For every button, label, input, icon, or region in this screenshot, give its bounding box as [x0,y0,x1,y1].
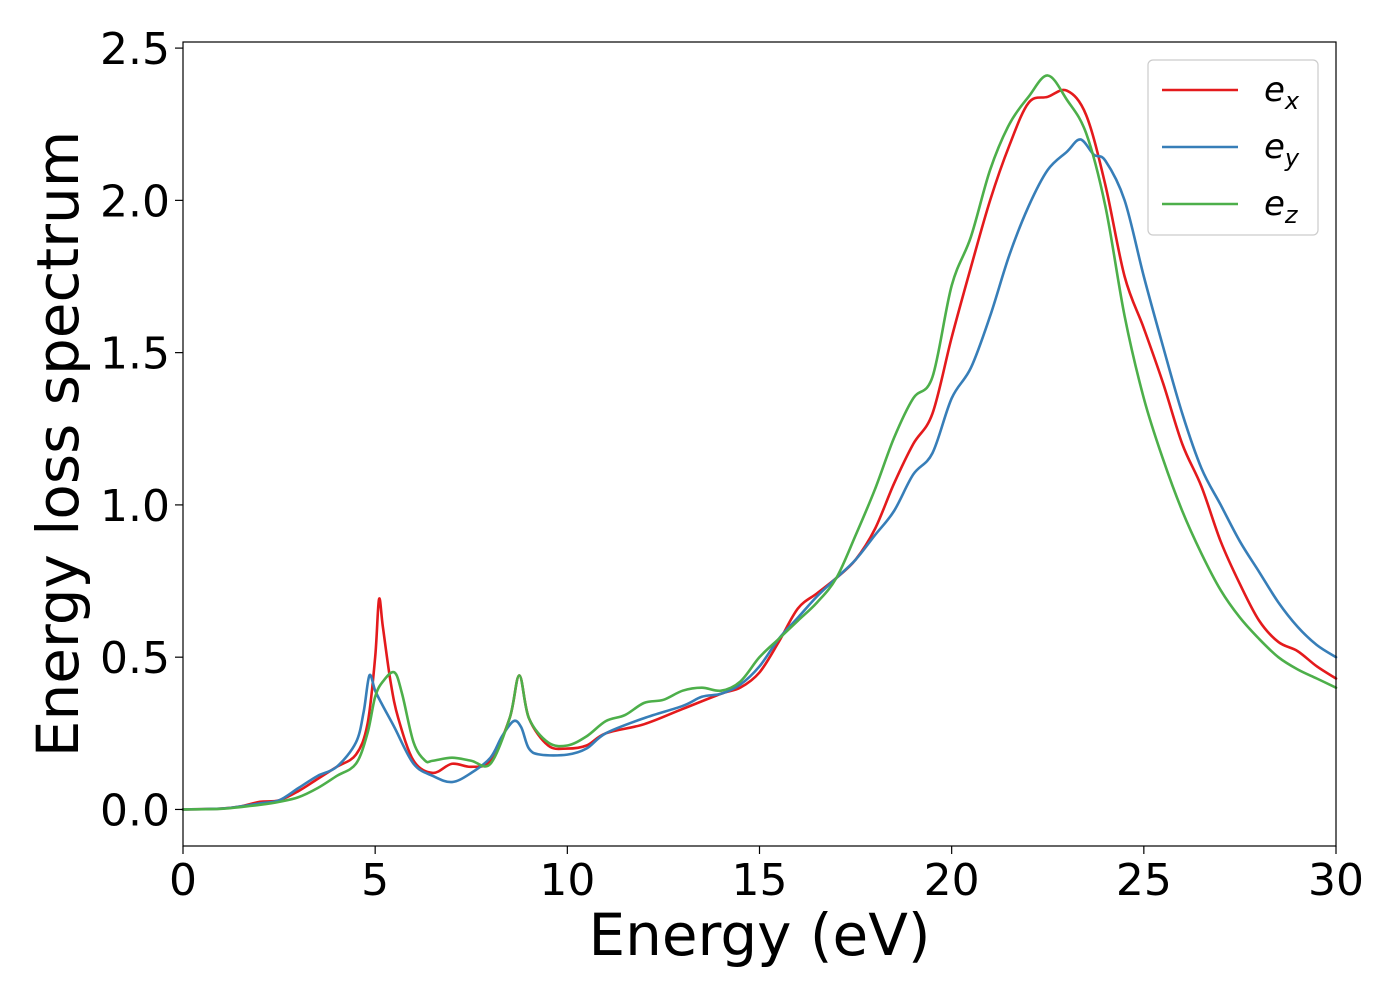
y-tick-label: 0.5 [100,633,170,684]
y-tick-label: 0.0 [100,785,170,836]
y-tick-label: 2.5 [100,24,170,75]
x-tick-label: 15 [732,855,788,906]
y-axis-title: Energy loss spectrum [24,131,92,757]
x-tick-label: 5 [361,855,389,906]
legend-label-z: ez [1264,184,1299,229]
x-tick-label: 25 [1116,855,1172,906]
x-tick-label: 30 [1308,855,1364,906]
plot-area [183,42,1336,846]
legend-label-x: ex [1264,70,1300,115]
x-tick-label: 0 [169,855,197,906]
x-axis-title: Energy (eV) [588,901,930,969]
x-tick-label: 10 [539,855,595,906]
series-lines [181,74,1338,811]
legend-label-y: ey [1264,127,1300,172]
y-axis-ticks: 0.0 0.5 1.0 1.5 2.0 2.5 [100,24,183,836]
y-tick-label: 1.5 [100,329,170,380]
y-tick-label: 1.0 [100,481,170,532]
series-line-z [181,74,1338,811]
y-tick-label: 2.0 [100,176,170,227]
x-axis-ticks: 0 5 10 15 20 25 30 [169,846,1364,906]
series-line-y [181,138,1338,811]
legend: ex ey ez [1147,59,1319,236]
series-line-x [181,88,1338,811]
x-tick-label: 20 [924,855,980,906]
